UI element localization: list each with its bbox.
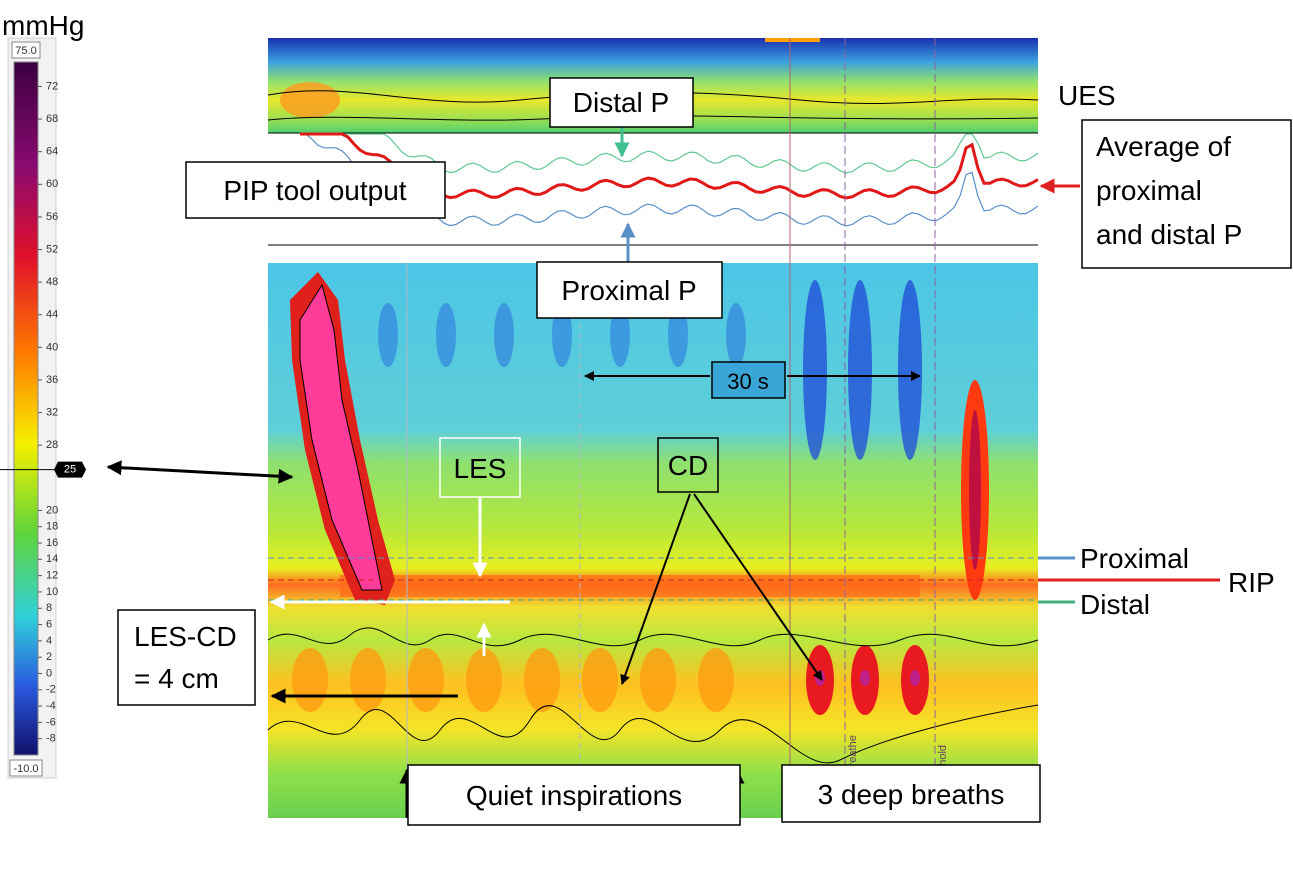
deep-breath-core — [910, 670, 920, 686]
colorbar-tick-label: -2 — [46, 684, 56, 696]
rip-band — [340, 575, 920, 597]
colorbar-tick-label: 6 — [46, 618, 52, 630]
colorbar: mmHg 75.0 -10.0 726864605652484440363228… — [2, 10, 84, 779]
colorbar-gradient — [13, 61, 39, 756]
proximal-label: Proximal — [1080, 543, 1189, 574]
min-label: -10.0 — [13, 763, 38, 775]
colorbar-tick-label: 0 — [46, 667, 52, 679]
colorbar-tick-label: 10 — [46, 586, 58, 598]
blue-band — [668, 303, 688, 367]
colorbar-tick-label: 60 — [46, 178, 58, 190]
colorbar-tick-label: 44 — [46, 309, 58, 321]
distal-label: Distal — [1080, 589, 1150, 620]
average-label: proximal — [1096, 175, 1202, 206]
colorbar-tick-label: 52 — [46, 243, 58, 255]
colorbar-tick-label: 40 — [46, 341, 58, 353]
blue-band — [436, 303, 456, 367]
colorbar-tick-label: 16 — [46, 537, 58, 549]
marker — [765, 38, 820, 42]
label-box — [439, 437, 521, 498]
average-label: Average of — [1096, 131, 1231, 162]
les-cd-label: LES-CD — [134, 621, 237, 652]
colorbar-tick-label: 32 — [46, 406, 58, 418]
thirty-s-label: 30 s — [727, 369, 769, 394]
heatmap: deep breathe breath hold — [267, 38, 1039, 818]
colorbar-tick-label: 72 — [46, 80, 58, 92]
arrow — [693, 493, 823, 681]
orange-band — [582, 648, 618, 712]
ues-label: UES — [1058, 80, 1116, 111]
label-box — [1081, 119, 1292, 269]
max-box — [11, 41, 41, 59]
colorbar-tick-label: -8 — [46, 733, 56, 745]
colorbar-tick-label: 48 — [46, 276, 58, 288]
orange-band — [698, 648, 734, 712]
colorbar-tick-label: 4 — [46, 635, 52, 647]
average-label: and distal P — [1096, 219, 1242, 250]
les-peak — [299, 283, 383, 591]
marker-label: 25 — [64, 464, 76, 476]
quiet-label: Quiet inspirations — [466, 780, 682, 811]
orange-band — [350, 648, 386, 712]
colorbar-tick-label: 14 — [46, 553, 58, 565]
label-box — [781, 764, 1041, 823]
label-box — [657, 437, 719, 493]
colorbar-tick-label: 8 — [46, 602, 52, 614]
arrow — [106, 460, 294, 484]
ues-blob — [280, 82, 340, 118]
blue-band — [848, 280, 872, 460]
colorbar-tick-label: 28 — [46, 439, 58, 451]
label-box — [407, 764, 741, 826]
proximal-p-label: Proximal P — [561, 275, 696, 306]
arrow — [620, 493, 691, 685]
orange-band — [292, 648, 328, 712]
blue-band — [898, 280, 922, 460]
blue-band — [494, 303, 514, 367]
ues-spike-core — [969, 410, 981, 570]
label-box — [536, 261, 723, 319]
orange-band — [408, 648, 444, 712]
les-cd-label: = 4 cm — [134, 663, 219, 694]
label-box — [549, 77, 694, 128]
orange-band — [640, 648, 676, 712]
marker-tag — [54, 461, 86, 478]
max-label: 75.0 — [15, 45, 36, 57]
distal-p-label: Distal P — [573, 87, 669, 118]
colorbar-tick-label: 56 — [46, 211, 58, 223]
colorbar-tick-label: 68 — [46, 113, 58, 125]
colorbar-tick-label: 2 — [46, 651, 52, 663]
pip-label: PIP tool output — [223, 175, 406, 206]
cd-label: CD — [668, 450, 708, 481]
colorbar-tick-label: 12 — [46, 570, 58, 582]
min-box — [9, 759, 43, 777]
colorbar-unit: mmHg — [2, 10, 84, 41]
deep-label: 3 deep breaths — [818, 779, 1005, 810]
colorbar-tick-label: 18 — [46, 521, 58, 533]
trace — [300, 133, 1039, 174]
colorbar-tick-label: -6 — [46, 716, 56, 728]
blue-band — [552, 303, 572, 367]
orange-band — [466, 648, 502, 712]
blue-band — [726, 303, 746, 367]
contour — [267, 627, 1039, 647]
colorbar-tick-label: 64 — [46, 146, 58, 158]
colorbar-tick-label: -4 — [46, 700, 56, 712]
orange-band — [524, 648, 560, 712]
les-label: LES — [454, 453, 507, 484]
blue-band — [610, 303, 630, 367]
label-box — [711, 361, 786, 399]
label-box — [185, 161, 446, 219]
colorbar-tick-label: 36 — [46, 374, 58, 386]
colorbar-tick-label: 20 — [46, 504, 58, 516]
contour — [267, 704, 1039, 764]
blue-band — [378, 303, 398, 367]
deep-breath-core — [860, 670, 870, 686]
blue-band — [803, 280, 827, 460]
label-box — [117, 609, 256, 706]
rip-label: RIP — [1228, 567, 1275, 598]
